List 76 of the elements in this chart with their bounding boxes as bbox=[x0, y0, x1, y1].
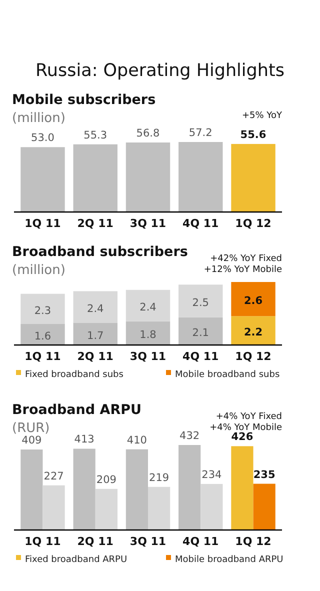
bar bbox=[73, 448, 96, 530]
legend-label: Mobile broadband subs bbox=[175, 370, 280, 380]
chart-subtitle: (RUR) bbox=[12, 421, 50, 436]
data-label: 2.2 bbox=[244, 326, 263, 339]
bar bbox=[231, 282, 276, 316]
text: +42% YoY Fixed bbox=[210, 254, 282, 264]
bar bbox=[178, 445, 201, 530]
x-tick-label: 1Q 12 bbox=[235, 535, 272, 548]
bar bbox=[200, 484, 223, 530]
chart-subtitle: (million) bbox=[12, 111, 66, 126]
legend-label: Fixed broadband ARPU bbox=[25, 555, 128, 565]
data-label: 2.4 bbox=[140, 302, 157, 314]
chart-title: Mobile subscribers bbox=[12, 92, 156, 108]
bar bbox=[20, 324, 65, 345]
legend-label: Fixed broadband subs bbox=[25, 370, 124, 380]
bar bbox=[178, 317, 223, 345]
x-tick-label: 3Q 11 bbox=[130, 350, 166, 363]
data-label: 1.7 bbox=[87, 330, 104, 342]
data-label: 2.6 bbox=[244, 295, 263, 308]
bar bbox=[20, 450, 43, 530]
x-tick-label: 4Q 11 bbox=[182, 535, 219, 548]
bar bbox=[178, 284, 223, 318]
bar bbox=[231, 446, 254, 530]
x-tick-label: 2Q 11 bbox=[77, 217, 114, 230]
chart-subtitle: (million) bbox=[12, 263, 66, 278]
bar bbox=[126, 449, 148, 530]
bar bbox=[148, 486, 170, 530]
data-label: 2.5 bbox=[192, 297, 209, 310]
text: +12% YoY Mobile bbox=[204, 265, 282, 275]
x-tick-label: 2Q 11 bbox=[77, 535, 114, 548]
data-label: 2.3 bbox=[34, 304, 52, 317]
bar bbox=[231, 316, 276, 345]
data-label: 55.6 bbox=[240, 128, 266, 141]
data-label: 227 bbox=[44, 470, 64, 482]
data-label: 235 bbox=[253, 468, 276, 481]
text: +4% YoY Fixed bbox=[216, 412, 282, 422]
x-tick-label: 1Q 11 bbox=[24, 217, 61, 230]
x-tick-label: 1Q 12 bbox=[235, 350, 272, 363]
data-label: 209 bbox=[96, 474, 116, 486]
data-label: 410 bbox=[126, 434, 147, 446]
data-label: 53.0 bbox=[31, 132, 54, 144]
data-label: 1.8 bbox=[140, 329, 156, 342]
x-tick-label: 3Q 11 bbox=[130, 217, 166, 230]
data-label: 234 bbox=[202, 468, 222, 481]
x-tick-label: 4Q 11 bbox=[182, 217, 219, 230]
x-tick-label: 2Q 11 bbox=[77, 350, 114, 363]
text: Russia: Operating Highlights bbox=[36, 61, 284, 81]
data-label: 426 bbox=[231, 431, 254, 444]
data-label: 432 bbox=[180, 430, 200, 442]
bar bbox=[253, 484, 276, 530]
bar bbox=[126, 290, 170, 322]
bar bbox=[42, 485, 65, 530]
bar bbox=[126, 321, 170, 345]
bar bbox=[95, 488, 118, 530]
data-label: 55.3 bbox=[84, 129, 108, 142]
data-label: 409 bbox=[22, 434, 42, 447]
chart-title: Broadband ARPU bbox=[12, 402, 142, 418]
data-label: 56.8 bbox=[136, 127, 160, 140]
bar bbox=[20, 294, 65, 324]
chart-title: Broadband subscribers bbox=[12, 244, 188, 260]
data-label: 2.1 bbox=[192, 327, 209, 340]
legend-label: Mobile broadband ARPU bbox=[175, 555, 284, 565]
x-tick-label: 1Q 12 bbox=[235, 217, 272, 230]
x-tick-label: 4Q 11 bbox=[182, 350, 219, 363]
x-tick-label: 3Q 11 bbox=[130, 535, 166, 548]
text: +4% YoY Mobile bbox=[210, 423, 282, 433]
data-label: 57.2 bbox=[188, 127, 212, 139]
data-label: 2.4 bbox=[87, 302, 104, 315]
x-tick-label: 1Q 11 bbox=[24, 350, 61, 363]
data-label: 1.6 bbox=[34, 330, 52, 342]
data-label: 219 bbox=[149, 472, 170, 484]
data-label: 413 bbox=[74, 434, 94, 446]
bar bbox=[73, 291, 118, 323]
x-tick-label: 1Q 11 bbox=[24, 535, 61, 548]
text: +5% YoY bbox=[242, 111, 282, 121]
bar bbox=[73, 322, 118, 345]
